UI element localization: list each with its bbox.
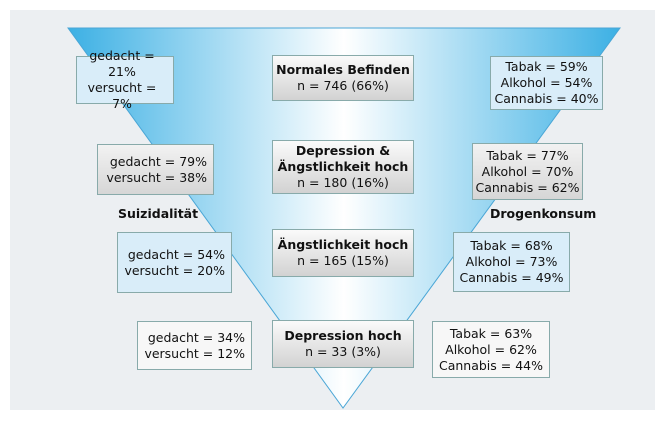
text-line: Tabak = 63%: [449, 325, 533, 341]
text-line: versucht = 7%: [87, 80, 157, 111]
text-line: Depression &: [295, 143, 391, 158]
drug-box: Tabak = 63% Alkohol = 62% Cannabis = 44%: [432, 321, 550, 378]
text-line: Normales Befinden: [276, 62, 410, 77]
text-line: gedacht = 54%: [127, 246, 225, 262]
text-line: gedacht = 21%: [89, 48, 155, 79]
text-line: gedacht = 79%: [109, 153, 207, 169]
text-line: Alkohol = 70%: [481, 163, 574, 179]
text-line: versucht = 12%: [144, 345, 245, 361]
text-line: Cannabis = 44%: [438, 357, 544, 373]
text-line: Cannabis = 62%: [475, 179, 580, 195]
text-line: n = 33 (3%): [305, 344, 381, 359]
text-line: Tabak = 59%: [505, 59, 588, 74]
text-line: Cannabis = 49%: [459, 270, 564, 285]
text-line: Alkohol = 62%: [445, 341, 537, 357]
text-line: Alkohol = 54%: [500, 75, 593, 90]
text-line: versucht = 38%: [106, 169, 207, 185]
text-line: Alkohol = 73%: [465, 254, 558, 269]
text-line: Tabak = 77%: [486, 147, 569, 163]
drug-box: Tabak = 68% Alkohol = 73% Cannabis = 49%: [453, 232, 570, 292]
suicide-box: gedacht = 54% versucht = 20%: [117, 232, 232, 293]
group-box: Depression hoch n = 33 (3%): [272, 320, 414, 368]
text-line: Cannabis = 40%: [494, 91, 599, 106]
drug-box: Tabak = 59% Alkohol = 54% Cannabis = 40%: [490, 56, 603, 110]
label-left: Suizidalität: [118, 206, 199, 221]
text-line: versucht = 20%: [124, 262, 225, 278]
text-line: Ängstlichkeit hoch: [277, 237, 409, 252]
text-line: Ängstlichkeit hoch: [277, 159, 409, 174]
group-box: Normales Befinden n = 746 (66%): [272, 55, 414, 101]
text-line: gedacht = 34%: [147, 329, 245, 345]
text-line: Tabak = 68%: [470, 238, 553, 253]
suicide-box: gedacht = 79% versucht = 38%: [97, 144, 214, 195]
triangle: [67, 27, 621, 409]
group-box: Ängstlichkeit hoch n = 165 (15%): [272, 229, 414, 277]
label-right: Drogenkonsum: [490, 206, 597, 221]
suicide-box: gedacht = 21% versucht = 7%: [76, 48, 174, 111]
group-box: Depression & Ängstlichkeit hoch n = 180 (1…: [272, 140, 414, 194]
text-line: Depression hoch: [284, 328, 402, 343]
drug-box: Tabak = 77% Alkohol = 70% Cannabis = 62%: [472, 143, 583, 200]
suicide-box: gedacht = 34% versucht = 12%: [137, 321, 252, 370]
text-line: n = 165 (15%): [297, 253, 389, 268]
text-line: n = 180 (16%): [297, 175, 389, 190]
text-line: n = 746 (66%): [297, 78, 389, 93]
